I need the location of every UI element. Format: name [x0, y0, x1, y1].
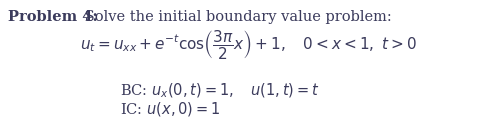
Text: Problem 4:: Problem 4:: [8, 10, 98, 24]
Text: BC: $u_x(0, t) = 1, \quad u(1, t) = t$: BC: $u_x(0, t) = 1, \quad u(1, t) = t$: [120, 82, 320, 100]
Text: Solve the initial boundary value problem:: Solve the initial boundary value problem…: [80, 10, 392, 24]
Text: IC: $u(x, 0) = 1$: IC: $u(x, 0) = 1$: [120, 100, 221, 118]
Text: $u_t = u_{xx} + e^{-t}\cos\!\left(\dfrac{3\pi}{2}x\right) + 1, \quad 0 < x < 1,\: $u_t = u_{xx} + e^{-t}\cos\!\left(\dfrac…: [80, 28, 416, 61]
